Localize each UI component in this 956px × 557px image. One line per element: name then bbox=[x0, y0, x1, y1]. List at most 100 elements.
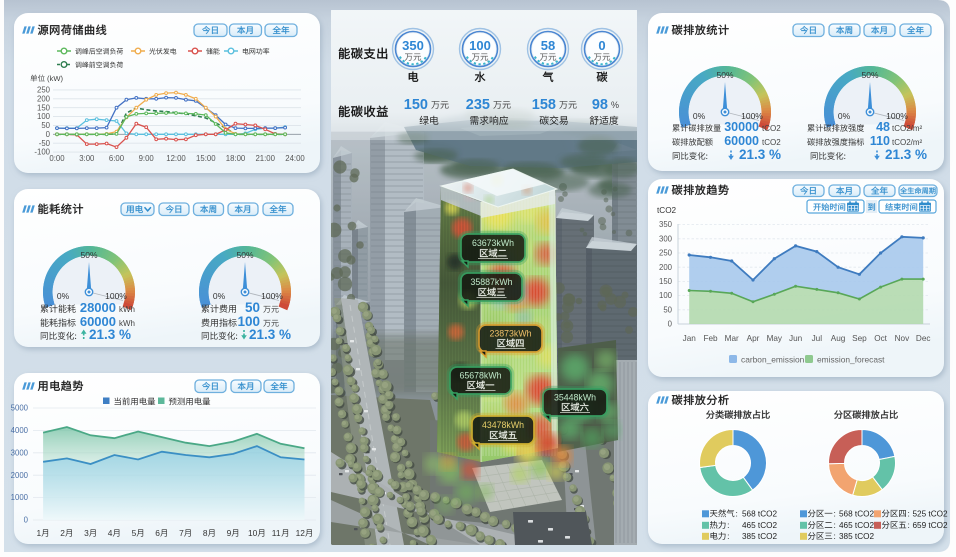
svg-text:50%: 50% bbox=[861, 70, 878, 80]
svg-text:-100: -100 bbox=[34, 148, 50, 157]
svg-text:50: 50 bbox=[663, 305, 672, 314]
svg-text::: : bbox=[908, 520, 910, 530]
svg-text:100%: 100% bbox=[741, 111, 763, 121]
svg-text:tCO2: tCO2 bbox=[657, 206, 677, 215]
svg-text:35448kWh: 35448kWh bbox=[554, 393, 596, 403]
svg-text:6:00: 6:00 bbox=[109, 154, 125, 163]
svg-text:9:00: 9:00 bbox=[139, 154, 155, 163]
svg-text:12: 12 bbox=[296, 528, 306, 538]
svg-text:2000: 2000 bbox=[11, 471, 29, 480]
svg-text:3: 3 bbox=[84, 528, 89, 538]
svg-text:1000: 1000 bbox=[11, 493, 29, 502]
svg-text:Dec: Dec bbox=[916, 334, 931, 343]
svg-text:7: 7 bbox=[179, 528, 184, 538]
svg-text:0:00: 0:00 bbox=[49, 154, 65, 163]
svg-text:100: 100 bbox=[659, 291, 673, 300]
svg-text:carbon_emission: carbon_emission bbox=[741, 355, 805, 365]
svg-text:0: 0 bbox=[46, 130, 51, 139]
svg-text:%: % bbox=[611, 100, 619, 110]
svg-text:60000: 60000 bbox=[724, 134, 759, 148]
svg-text:50%: 50% bbox=[80, 250, 97, 260]
svg-text:385 tCO2: 385 tCO2 bbox=[742, 532, 777, 541]
svg-text:Jan: Jan bbox=[683, 334, 697, 343]
svg-text:5000: 5000 bbox=[11, 404, 29, 413]
svg-text:21.3 %: 21.3 % bbox=[89, 327, 131, 342]
svg-text:21.3 %: 21.3 % bbox=[739, 147, 781, 162]
svg-text:4: 4 bbox=[108, 528, 113, 538]
svg-text:Aug: Aug bbox=[831, 334, 846, 343]
svg-text:28000: 28000 bbox=[80, 300, 116, 315]
svg-text:15:00: 15:00 bbox=[196, 154, 216, 163]
svg-text:465 tCO2: 465 tCO2 bbox=[839, 521, 874, 530]
svg-text:kWh: kWh bbox=[119, 305, 135, 314]
svg-text:200: 200 bbox=[659, 263, 673, 272]
svg-text:48: 48 bbox=[876, 120, 890, 134]
svg-text:110: 110 bbox=[870, 134, 890, 148]
svg-text:tCO2/m²: tCO2/m² bbox=[892, 138, 923, 147]
svg-text:200: 200 bbox=[37, 94, 51, 103]
svg-text:465 tCO2: 465 tCO2 bbox=[742, 521, 777, 530]
svg-text:0: 0 bbox=[598, 38, 605, 53]
svg-text:58: 58 bbox=[541, 38, 555, 53]
svg-text:8: 8 bbox=[203, 528, 208, 538]
svg-text:0%: 0% bbox=[213, 291, 226, 301]
svg-text:0%: 0% bbox=[57, 291, 70, 301]
svg-text:3000: 3000 bbox=[11, 448, 29, 457]
svg-text:150: 150 bbox=[659, 277, 673, 286]
svg-text:0%: 0% bbox=[693, 111, 706, 121]
svg-text::: : bbox=[727, 520, 729, 530]
svg-text:5: 5 bbox=[132, 528, 137, 538]
svg-text:35887kWh: 35887kWh bbox=[470, 277, 512, 287]
svg-text:kWh: kWh bbox=[119, 319, 135, 328]
svg-text:May: May bbox=[767, 334, 783, 343]
svg-text:21.3 %: 21.3 % bbox=[249, 327, 291, 342]
svg-text::: : bbox=[834, 509, 836, 519]
svg-text:tCO2: tCO2 bbox=[762, 138, 781, 147]
svg-text:63673kWh: 63673kWh bbox=[472, 238, 514, 248]
svg-text:50%: 50% bbox=[716, 70, 733, 80]
svg-text:4000: 4000 bbox=[11, 426, 29, 435]
svg-text:Apr: Apr bbox=[747, 334, 760, 343]
svg-text:568 tCO2: 568 tCO2 bbox=[839, 510, 874, 519]
svg-text:30000: 30000 bbox=[724, 120, 759, 134]
svg-text:11: 11 bbox=[272, 528, 281, 538]
svg-text:60000: 60000 bbox=[80, 314, 116, 329]
svg-text:6: 6 bbox=[155, 528, 160, 538]
svg-text:158: 158 bbox=[532, 97, 556, 113]
svg-text:emission_forecast: emission_forecast bbox=[817, 355, 885, 365]
svg-text:50: 50 bbox=[245, 300, 260, 315]
svg-text:Sep: Sep bbox=[852, 334, 867, 343]
svg-text:21:00: 21:00 bbox=[255, 154, 275, 163]
svg-text:Feb: Feb bbox=[703, 334, 718, 343]
svg-text:50%: 50% bbox=[236, 250, 253, 260]
svg-text:250: 250 bbox=[37, 86, 51, 95]
svg-text:43478kWh: 43478kWh bbox=[482, 420, 524, 430]
svg-text:300: 300 bbox=[659, 234, 673, 243]
svg-text:Mar: Mar bbox=[725, 334, 739, 343]
svg-text:2: 2 bbox=[60, 528, 65, 538]
svg-text:385 tCO2: 385 tCO2 bbox=[839, 532, 874, 541]
svg-text:Jul: Jul bbox=[812, 334, 823, 343]
svg-text:18:00: 18:00 bbox=[226, 154, 246, 163]
svg-text::: : bbox=[834, 520, 836, 530]
svg-text:100: 100 bbox=[469, 38, 491, 53]
svg-text:100%: 100% bbox=[886, 111, 908, 121]
svg-text:235: 235 bbox=[466, 97, 490, 113]
svg-text:568 tCO2: 568 tCO2 bbox=[742, 510, 777, 519]
svg-text:150: 150 bbox=[37, 103, 51, 112]
svg-text:-50: -50 bbox=[39, 139, 51, 148]
svg-text:100%: 100% bbox=[105, 291, 127, 301]
svg-text:100: 100 bbox=[37, 112, 51, 121]
svg-text:3:00: 3:00 bbox=[79, 154, 95, 163]
svg-text:1: 1 bbox=[37, 528, 42, 538]
svg-text::: : bbox=[736, 509, 738, 519]
svg-text:23873kWh: 23873kWh bbox=[489, 329, 531, 339]
svg-text:100: 100 bbox=[237, 314, 260, 329]
svg-text:24:00: 24:00 bbox=[285, 154, 305, 163]
svg-text:12:00: 12:00 bbox=[166, 154, 186, 163]
svg-text:0: 0 bbox=[668, 320, 673, 329]
svg-text:525 tCO2: 525 tCO2 bbox=[913, 510, 948, 519]
svg-text:9: 9 bbox=[227, 528, 232, 538]
svg-text:350: 350 bbox=[659, 220, 673, 229]
svg-text::: : bbox=[834, 531, 836, 541]
